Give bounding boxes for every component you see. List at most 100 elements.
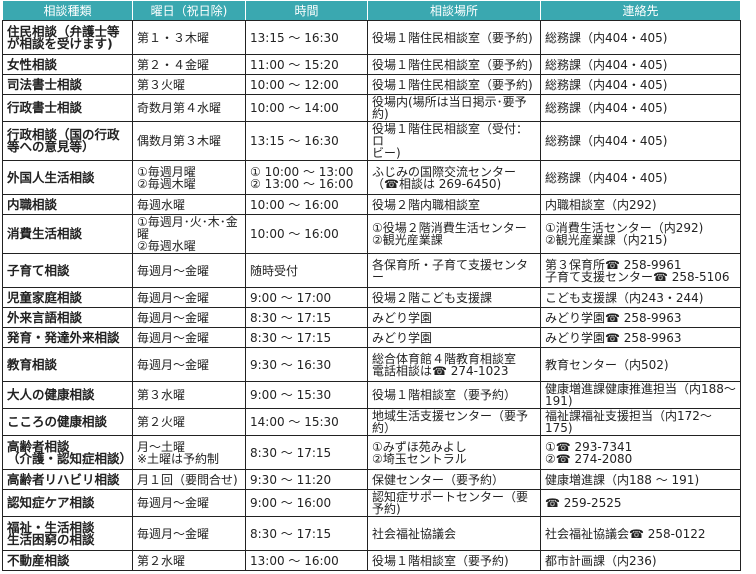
place-cell: 役場１階住民相談室（要予約): [367, 20, 541, 55]
contact-cell: 総務課（内404・405): [540, 160, 741, 195]
place-cell: 各保育所・子育て支援センター: [367, 253, 541, 288]
category-cell: 認知症ケア相談: [2, 489, 133, 517]
table-body: 住民相談（弁護士等 が相談を受けます) 第１・３木曜 13:15 〜 16:30 役場…: [2, 20, 741, 571]
category-cell: 外来言語相談: [2, 307, 133, 328]
table-row: 女性相談 第２・４金曜 11:00 〜 15:20 役場１階住民相談室（要予約) 総務課…: [2, 54, 741, 75]
place-cell: 役場１階相談室（要予約）: [367, 381, 541, 409]
place-cell: ふじみの国際交流センター （☎相談は 269-6450): [367, 160, 541, 195]
contact-cell: ①☎ 293-7341 ②☎ 274-2080: [540, 435, 741, 470]
contact-cell: みどり学園☎ 258-9963: [540, 327, 741, 348]
category-cell: 高齢者相談 （介護・認知症相談）: [2, 435, 133, 470]
day-cell: ①毎週月･火･木･金曜 ②毎週水曜: [132, 214, 246, 254]
place-cell: 保健センター（要予約）: [367, 469, 541, 490]
category-cell: 児童家庭相談: [2, 287, 133, 308]
category-cell: 住民相談（弁護士等 が相談を受けます): [2, 20, 133, 55]
table-row: 児童家庭相談 毎週月〜金曜 9:00 〜 17:00 役場２階こども支援課 こども支援課…: [2, 287, 741, 308]
time-cell: 9:30 〜 11:20: [245, 469, 368, 490]
table-row: 住民相談（弁護士等 が相談を受けます) 第１・３木曜 13:15 〜 16:30 役場…: [2, 20, 741, 55]
category-cell: 行政相談（国の行政 等への意見等）: [2, 121, 133, 161]
column-header-day: 曜日（祝日除): [132, 0, 246, 21]
place-cell: みどり学園: [367, 307, 541, 328]
contact-cell: 都市計画課（内236): [540, 550, 741, 571]
contact-cell: みどり学園☎ 258-9963: [540, 307, 741, 328]
table-row: 大人の健康相談 第３水曜 9:00 〜 15:30 役場１階相談室（要予約） 健康増進課…: [2, 381, 741, 409]
day-cell: 毎週月〜金曜: [132, 489, 246, 517]
time-cell: 10:00 〜 12:00: [245, 74, 368, 95]
time-cell: 10:00 〜 16:00: [245, 194, 368, 215]
table-row: 発育・発達外来相談 毎週月〜金曜 8:30 〜 17:15 みどり学園 みどり学園☎ 2…: [2, 327, 741, 348]
header-row: 相談種類 曜日（祝日除) 時間 相談場所 連絡先: [2, 0, 741, 21]
time-cell: 11:00 〜 15:20: [245, 54, 368, 75]
contact-cell: 総務課（内404・405): [540, 94, 741, 122]
category-cell: 外国人生活相談: [2, 160, 133, 195]
category-cell: 消費生活相談: [2, 214, 133, 254]
place-cell: 総合体育館４階教育相談室 電話相談は☎ 274-1023: [367, 347, 541, 382]
column-header-category: 相談種類: [2, 0, 133, 21]
place-cell: 役場１階住民相談室（受付：ロ ビー): [367, 121, 541, 161]
place-cell: 社会福祉協議会: [367, 516, 541, 551]
category-cell: 内職相談: [2, 194, 133, 215]
time-cell: 随時受付: [245, 253, 368, 288]
time-cell: 9:30 〜 16:30: [245, 347, 368, 382]
time-cell: 10:00 〜 14:00: [245, 94, 368, 122]
time-cell: 10:00 〜 16:00: [245, 214, 368, 254]
day-cell: 毎週月〜金曜: [132, 327, 246, 348]
contact-cell: 社会福祉協議会☎ 258-0122: [540, 516, 741, 551]
table-row: 内職相談 毎週水曜 10:00 〜 16:00 役場２階内職相談室 内職相談室（内292…: [2, 194, 741, 215]
day-cell: 毎週月〜金曜: [132, 287, 246, 308]
category-cell: こころの健康相談: [2, 408, 133, 436]
category-cell: 教育相談: [2, 347, 133, 382]
category-cell: 大人の健康相談: [2, 381, 133, 409]
category-cell: 子育て相談: [2, 253, 133, 288]
category-cell: 高齢者リハビリ相談: [2, 469, 133, 490]
table-row: 高齢者相談 （介護・認知症相談） 月〜土曜 ※土曜は予約制 8:30 〜 17:15…: [2, 435, 741, 470]
place-cell: 役場１階相談室（要予約): [367, 550, 541, 571]
time-cell: ① 10:00 〜 13:00 ② 13:00 〜 16:00: [245, 160, 368, 195]
contact-cell: 総務課（内404・405): [540, 20, 741, 55]
table-row: 司法書士相談 第３火曜 10:00 〜 12:00 役場１階住民相談室（要予約) 総務課…: [2, 74, 741, 95]
day-cell: 月〜土曜 ※土曜は予約制: [132, 435, 246, 470]
table-row: 消費生活相談 ①毎週月･火･木･金曜 ②毎週水曜 10:00 〜 16:00 ①役場２…: [2, 214, 741, 254]
contact-cell: 福祉課福祉支援担当（内172〜175): [540, 408, 741, 436]
contact-cell: ☎ 259-2525: [540, 489, 741, 517]
time-cell: 8:30 〜 17:15: [245, 435, 368, 470]
day-cell: 第２火曜: [132, 408, 246, 436]
day-cell: 毎週月〜金曜: [132, 347, 246, 382]
table-row: 教育相談 毎週月〜金曜 9:30 〜 16:30 総合体育館４階教育相談室 電話相談は…: [2, 347, 741, 382]
contact-cell: ①消費生活センター（内292) ②観光産業課（内215): [540, 214, 741, 254]
place-cell: ①みずほ苑みよし ②埼玉セントラル: [367, 435, 541, 470]
category-cell: 行政書士相談: [2, 94, 133, 122]
time-cell: 8:30 〜 17:15: [245, 516, 368, 551]
column-header-contact: 連絡先: [540, 0, 741, 21]
table-row: こころの健康相談 第２火曜 14:00 〜 15:30 地域生活支援センター（要予約）…: [2, 408, 741, 436]
time-cell: 9:00 〜 15:30: [245, 381, 368, 409]
table-row: 外来言語相談 毎週月〜金曜 8:30 〜 17:15 みどり学園 みどり学園☎ 258-…: [2, 307, 741, 328]
table-row: 外国人生活相談 ①毎週月曜 ②毎週木曜 ① 10:00 〜 13:00 ② 13:0…: [2, 160, 741, 195]
place-cell: 地域生活支援センター（要予約）: [367, 408, 541, 436]
day-cell: 毎週月〜金曜: [132, 307, 246, 328]
day-cell: 第２・４金曜: [132, 54, 246, 75]
day-cell: 奇数月第４水曜: [132, 94, 246, 122]
table-row: 行政書士相談 奇数月第４水曜 10:00 〜 14:00 役場内(場所は当日掲示･要予…: [2, 94, 741, 122]
category-cell: 発育・発達外来相談: [2, 327, 133, 348]
contact-cell: 内職相談室（内292): [540, 194, 741, 215]
contact-cell: 総務課（内404・405): [540, 121, 741, 161]
day-cell: 第３水曜: [132, 381, 246, 409]
day-cell: 第２水曜: [132, 550, 246, 571]
contact-cell: 教育センター（内502): [540, 347, 741, 382]
table-row: 不動産相談 第２水曜 13:00 〜 16:00 役場１階相談室（要予約) 都市計画課（…: [2, 550, 741, 571]
time-cell: 13:15 〜 16:30: [245, 20, 368, 55]
contact-cell: 第３保育所☎ 258-9961 子育て支援センター☎ 258-5106: [540, 253, 741, 288]
consultation-table: 相談種類 曜日（祝日除) 時間 相談場所 連絡先 住民相談（弁護士等 が相談を受…: [2, 0, 741, 571]
place-cell: 役場１階住民相談室（要予約): [367, 54, 541, 75]
time-cell: 9:00 〜 16:00: [245, 489, 368, 517]
day-cell: 第３火曜: [132, 74, 246, 95]
place-cell: みどり学園: [367, 327, 541, 348]
contact-cell: こども支援課（内243・244): [540, 287, 741, 308]
place-cell: 役場２階こども支援課: [367, 287, 541, 308]
column-header-place: 相談場所: [367, 0, 541, 21]
place-cell: 認知症サポートセンター（要予約): [367, 489, 541, 517]
category-cell: 女性相談: [2, 54, 133, 75]
table-row: 高齢者リハビリ相談 月１回（要問合せ) 9:30 〜 11:20 保健センター（要予約…: [2, 469, 741, 490]
time-cell: 8:30 〜 17:15: [245, 307, 368, 328]
